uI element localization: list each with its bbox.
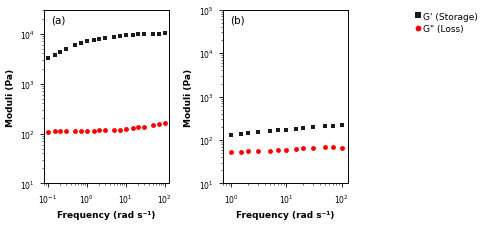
X-axis label: Frequency (rad s⁻¹): Frequency (rad s⁻¹): [57, 211, 156, 219]
G' (Storage): [96, 38, 102, 41]
G' (Storage): [117, 35, 123, 38]
G' (Storage): [293, 128, 299, 131]
G' (Storage): [255, 131, 261, 133]
Line: G' (Storage): G' (Storage): [45, 32, 167, 61]
G" (Loss): [267, 150, 273, 153]
G" (Loss): [228, 151, 234, 154]
G" (Loss): [310, 146, 316, 149]
G' (Storage): [130, 34, 136, 37]
G' (Storage): [135, 34, 140, 36]
G' (Storage): [150, 33, 156, 36]
G" (Loss): [275, 149, 281, 152]
G' (Storage): [330, 125, 336, 127]
G' (Storage): [103, 37, 109, 40]
G' (Storage): [56, 52, 62, 54]
G" (Loss): [111, 129, 117, 132]
X-axis label: Frequency (rad s⁻¹): Frequency (rad s⁻¹): [236, 211, 334, 219]
G" (Loss): [84, 130, 90, 133]
Line: G' (Storage): G' (Storage): [229, 123, 344, 138]
G" (Loss): [130, 127, 136, 130]
G" (Loss): [162, 122, 168, 125]
G" (Loss): [52, 130, 57, 133]
G' (Storage): [245, 132, 251, 134]
Text: (a): (a): [52, 16, 66, 26]
G' (Storage): [63, 48, 69, 51]
G" (Loss): [56, 130, 62, 133]
Legend: G' (Storage), G" (Loss): G' (Storage), G" (Loss): [411, 9, 482, 38]
G" (Loss): [150, 124, 156, 127]
G" (Loss): [45, 131, 51, 134]
G" (Loss): [135, 126, 140, 129]
G" (Loss): [255, 150, 261, 153]
G' (Storage): [78, 42, 83, 45]
G" (Loss): [300, 147, 306, 150]
G" (Loss): [123, 128, 129, 131]
G" (Loss): [78, 130, 83, 133]
G" (Loss): [156, 124, 162, 126]
G' (Storage): [111, 36, 117, 39]
G' (Storage): [162, 33, 168, 35]
G' (Storage): [267, 130, 273, 133]
G" (Loss): [322, 146, 328, 149]
G" (Loss): [339, 146, 345, 149]
G' (Storage): [156, 33, 162, 36]
G' (Storage): [141, 34, 147, 36]
G' (Storage): [123, 35, 129, 38]
G" (Loss): [117, 129, 123, 131]
G" (Loss): [72, 130, 78, 133]
G" (Loss): [245, 150, 251, 153]
G" (Loss): [141, 126, 147, 128]
Line: G" (Loss): G" (Loss): [45, 121, 167, 135]
G" (Loss): [238, 151, 244, 153]
G' (Storage): [300, 128, 306, 130]
G" (Loss): [103, 129, 109, 132]
G" (Loss): [283, 149, 289, 151]
G' (Storage): [84, 41, 90, 43]
G" (Loss): [91, 130, 97, 133]
G' (Storage): [91, 39, 97, 42]
G' (Storage): [283, 129, 289, 132]
G' (Storage): [339, 124, 345, 126]
Text: (b): (b): [230, 16, 245, 26]
Y-axis label: Moduli (Pa): Moduli (Pa): [184, 68, 193, 126]
G' (Storage): [72, 44, 78, 47]
G' (Storage): [275, 129, 281, 132]
Y-axis label: Moduli (Pa): Moduli (Pa): [5, 68, 15, 126]
G' (Storage): [322, 126, 328, 128]
G' (Storage): [238, 133, 244, 135]
G' (Storage): [228, 134, 234, 137]
G" (Loss): [96, 130, 102, 132]
G" (Loss): [330, 146, 336, 149]
Line: G" (Loss): G" (Loss): [229, 145, 344, 155]
G" (Loss): [63, 130, 69, 133]
G' (Storage): [45, 58, 51, 60]
G" (Loss): [293, 148, 299, 151]
G' (Storage): [52, 54, 57, 57]
G' (Storage): [310, 126, 316, 129]
